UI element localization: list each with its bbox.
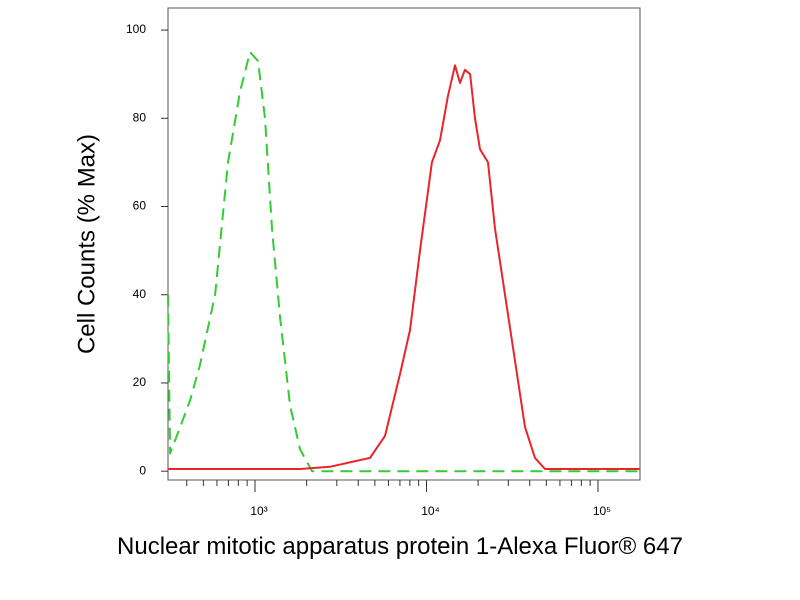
y-tick-label: 40 bbox=[133, 287, 147, 301]
x-tick-label: 10³ bbox=[250, 504, 267, 518]
y-tick-label: 20 bbox=[133, 375, 147, 389]
y-tick-label: 0 bbox=[139, 463, 146, 477]
y-tick-label: 100 bbox=[126, 22, 146, 36]
y-tick-label: 80 bbox=[133, 110, 147, 124]
x-tick-label: 10⁵ bbox=[593, 504, 611, 518]
x-axis-label: Nuclear mitotic apparatus protein 1-Alex… bbox=[117, 533, 683, 560]
y-tick-label: 60 bbox=[133, 199, 147, 213]
plot-frame bbox=[167, 7, 641, 481]
y-axis-label: Cell Counts (% Max) bbox=[73, 134, 100, 354]
x-tick-label: 10⁴ bbox=[421, 504, 440, 518]
series-line bbox=[168, 64, 640, 470]
series-line bbox=[167, 51, 640, 473]
